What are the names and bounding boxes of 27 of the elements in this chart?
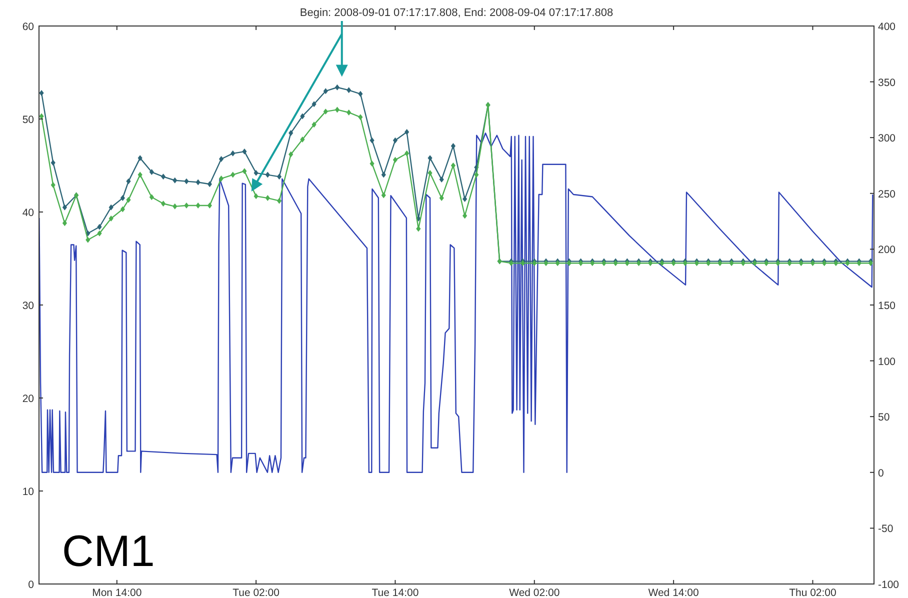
- y2-tick-label: -100: [878, 579, 900, 591]
- y-tick-label: 20: [22, 393, 34, 405]
- x-tick-label: Wed 14:00: [648, 587, 700, 598]
- y2-tick-label: 50: [878, 412, 890, 424]
- line-series: [38, 132, 874, 473]
- y2-tick-label: 400: [878, 21, 896, 33]
- y2-tick-label: -50: [878, 523, 894, 536]
- y-tick-label: 40: [22, 207, 34, 219]
- y-tick-label: 10: [22, 486, 34, 498]
- x-tick-label: Tue 02:00: [232, 587, 280, 598]
- y2-tick-label: 200: [878, 244, 896, 256]
- y2-tick-label: 0: [878, 467, 884, 480]
- y2-tick-label: 150: [878, 300, 896, 312]
- x-tick-label: Thu 02:00: [789, 587, 837, 598]
- y-tick-label: 30: [22, 300, 34, 312]
- y2-tick-label: 300: [878, 132, 896, 145]
- chart-title: Begin: 2008-09-01 07:17:17.808, End: 2008-09-04 07:17:17.808: [300, 7, 614, 19]
- y2-tick-label: 100: [878, 356, 896, 368]
- x-tick-label: Mon 14:00: [92, 587, 142, 598]
- y-tick-label: 60: [22, 21, 34, 33]
- y-tick-label: 50: [22, 114, 34, 126]
- x-tick-label: Tue 14:00: [372, 587, 419, 598]
- y2-tick-label: 350: [878, 76, 896, 89]
- y2-tick-label: 250: [878, 188, 896, 200]
- annotation: CM1: [62, 527, 155, 576]
- y-tick-label: 0: [28, 579, 34, 591]
- x-tick-label: Wed 02:00: [509, 587, 560, 598]
